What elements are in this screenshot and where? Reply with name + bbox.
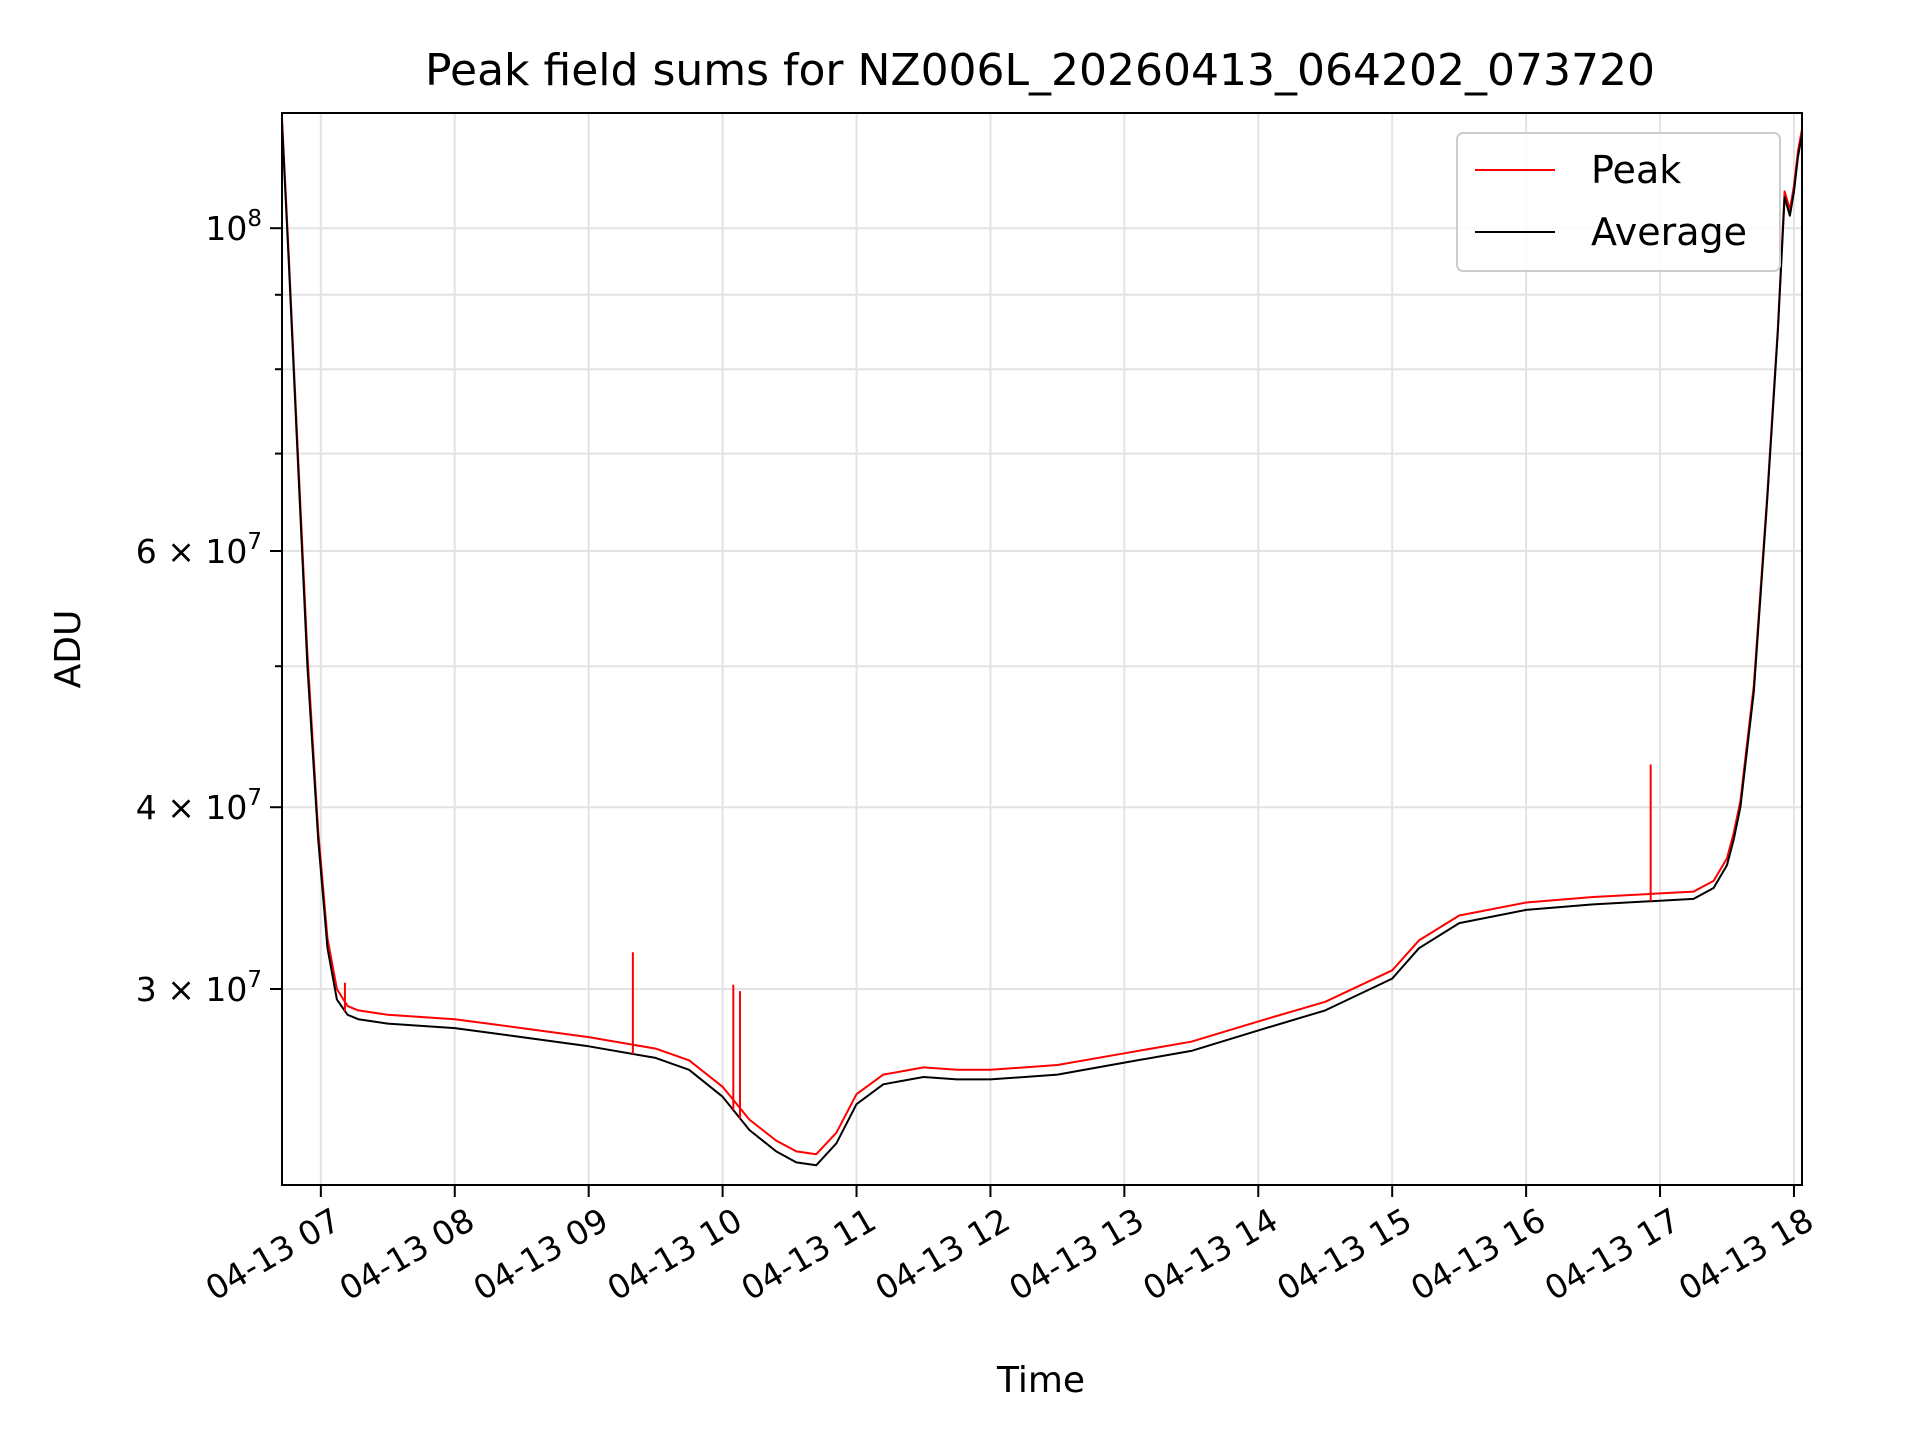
legend-box (1456, 132, 1781, 272)
series-layer (281, 118, 1803, 1167)
series-line-average (281, 123, 1803, 1167)
y-tick-label: 108 (205, 206, 262, 248)
y-tick-label: 6 × 107 (136, 529, 262, 571)
y-tick-label: 3 × 107 (136, 967, 262, 1009)
chart-title: Peak field sums for NZ006L_20260413_0642… (425, 45, 1655, 96)
legend-average-label: Average (1591, 210, 1747, 254)
series-line-peak (281, 118, 1803, 1156)
plot-frame (281, 112, 1803, 1186)
grid-lines (282, 113, 1802, 1185)
y-axis: 3 × 107 4 × 107 6 × 107 108 (136, 206, 282, 1009)
x-axis-label: Time (996, 1360, 1085, 1401)
legend-peak-label: Peak (1591, 148, 1681, 192)
legend: Peak Average (1456, 132, 1781, 272)
y-tick-label: 4 × 107 (136, 785, 262, 827)
y-axis-label: ADU (48, 610, 89, 689)
